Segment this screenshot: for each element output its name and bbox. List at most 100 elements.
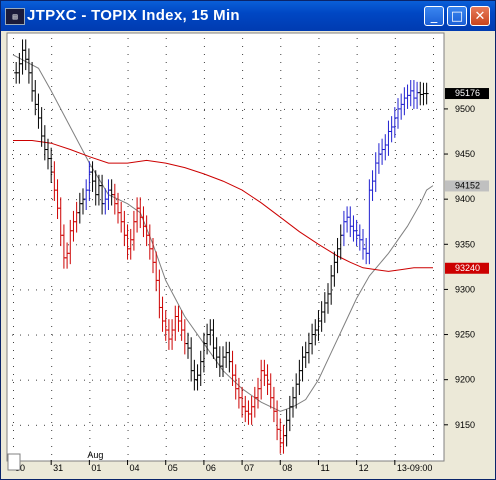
grid-dot xyxy=(13,398,14,399)
grid-dot xyxy=(89,414,91,415)
grid-dot xyxy=(51,430,53,431)
grid-dot xyxy=(420,154,421,156)
grid-dot xyxy=(44,379,45,381)
grid-dot xyxy=(324,154,325,156)
grid-dot xyxy=(433,334,434,335)
grid-dot xyxy=(13,358,14,359)
grid-dot xyxy=(164,334,165,336)
plot-area[interactable] xyxy=(6,32,445,462)
grid-dot xyxy=(203,166,205,167)
grid-dot xyxy=(203,238,205,239)
grid-dot xyxy=(316,199,317,201)
scroll-handle[interactable] xyxy=(7,453,21,471)
grid-dot xyxy=(116,334,117,336)
grid-dot xyxy=(436,199,437,201)
grid-dot xyxy=(132,154,133,156)
grid-dot xyxy=(404,199,405,201)
grid-dot xyxy=(89,110,91,111)
grid-dot xyxy=(13,334,14,335)
grid-dot xyxy=(318,62,320,63)
price-bars xyxy=(14,39,429,454)
grid-dot xyxy=(76,334,77,336)
title-bar[interactable]: ▤ JTPXC - TOPIX Index, 15 Min _ □ ✕ xyxy=(1,1,495,31)
grid-dot xyxy=(394,174,396,175)
grid-dot xyxy=(433,278,434,279)
chart-app-icon[interactable]: ▤ xyxy=(5,8,25,25)
grid-dot xyxy=(242,310,244,311)
grid-dot xyxy=(356,334,358,335)
grid-dot xyxy=(165,350,167,351)
grid-dot xyxy=(148,334,149,336)
grid-dot xyxy=(89,270,91,271)
grid-dot xyxy=(196,424,197,426)
grid-dot xyxy=(284,424,285,426)
grid-dot xyxy=(242,382,244,383)
grid-dot xyxy=(165,270,167,271)
grid-dot xyxy=(228,244,229,246)
grid-dot xyxy=(51,438,53,439)
grid-dot xyxy=(132,379,133,381)
grid-dot xyxy=(433,254,434,255)
grid-dot xyxy=(180,244,181,246)
grid-dot xyxy=(165,206,167,207)
grid-dot xyxy=(242,110,244,111)
minimize-button[interactable]: _ xyxy=(424,6,444,26)
maximize-button[interactable]: □ xyxy=(447,6,467,26)
grid-dot xyxy=(394,438,396,439)
grid-dot xyxy=(356,254,358,255)
grid-dot xyxy=(433,222,434,223)
grid-dot xyxy=(127,190,129,191)
grid-dot xyxy=(318,238,320,239)
grid-dot xyxy=(420,289,421,291)
grid-dot xyxy=(51,78,53,79)
value-tag-bg xyxy=(445,180,489,192)
grid-dot xyxy=(280,382,282,383)
grid-dot xyxy=(244,379,245,381)
grid-dot xyxy=(203,262,205,263)
grid-dot xyxy=(127,110,129,111)
grid-dot xyxy=(51,350,53,351)
grid-dot xyxy=(394,430,396,431)
close-button[interactable]: ✕ xyxy=(470,6,490,26)
grid-dot xyxy=(318,398,320,399)
grid-dot xyxy=(156,334,157,336)
grid-dot xyxy=(76,154,77,156)
grid-dot xyxy=(292,154,293,156)
grid-dot xyxy=(356,382,358,383)
grid-dot xyxy=(280,126,282,127)
grid-dot xyxy=(236,199,237,201)
grid-dot xyxy=(433,390,434,391)
grid-dot xyxy=(308,244,309,246)
grid-dot xyxy=(165,54,167,55)
grid-dot xyxy=(433,190,434,191)
grid-dot xyxy=(356,126,358,127)
grid-dot xyxy=(212,199,213,201)
grid-dot xyxy=(372,108,373,110)
grid-dot xyxy=(356,190,358,191)
grid-dot xyxy=(356,158,358,159)
grid-dot xyxy=(12,289,13,291)
grid-dot xyxy=(280,86,282,87)
grid-dot xyxy=(203,390,205,391)
grid-dot xyxy=(280,94,282,95)
grid-dot xyxy=(428,244,429,246)
grid-dot xyxy=(380,424,381,426)
grid-dot xyxy=(260,199,261,201)
grid-dot xyxy=(51,390,53,391)
grid-dot xyxy=(165,222,167,223)
grid-dot xyxy=(284,244,285,246)
grid-dot xyxy=(356,262,358,263)
grid-dot xyxy=(394,102,396,103)
grid-dot xyxy=(280,78,282,79)
grid-dot xyxy=(203,414,205,415)
grid-dot xyxy=(318,54,320,55)
grid-dot xyxy=(420,244,421,246)
grid-dot xyxy=(433,94,434,95)
grid-dot xyxy=(172,154,173,156)
grid-dot xyxy=(116,199,117,201)
grid-dot xyxy=(242,430,244,431)
grid-dot xyxy=(280,54,282,55)
grid-dot xyxy=(188,379,189,381)
grid-dot xyxy=(28,154,29,156)
